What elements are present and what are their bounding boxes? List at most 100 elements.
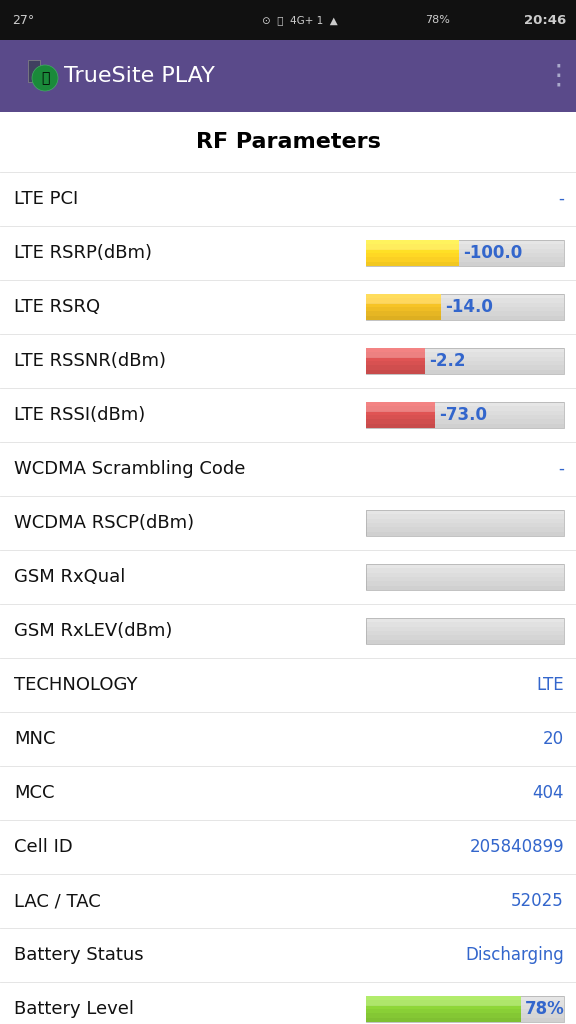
Bar [366, 420, 435, 424]
Bar [366, 996, 521, 1007]
Bar [366, 253, 459, 257]
Text: LTE PCI: LTE PCI [14, 190, 78, 208]
Bar [366, 303, 564, 307]
Bar [366, 631, 564, 635]
Bar [366, 1009, 521, 1014]
Text: TECHNOLOGY: TECHNOLOGY [14, 676, 138, 694]
Bar [366, 996, 564, 1022]
Bar [366, 402, 564, 428]
Bar [366, 531, 564, 536]
Bar [366, 348, 564, 352]
Text: LAC / TAC: LAC / TAC [14, 892, 101, 910]
Bar [366, 424, 435, 428]
Bar [366, 424, 564, 428]
Bar [366, 523, 564, 527]
Text: 78%: 78% [525, 1000, 564, 1018]
Bar [366, 618, 564, 644]
Bar [366, 1000, 564, 1005]
Text: 20:46: 20:46 [524, 13, 566, 27]
Bar [366, 1018, 564, 1022]
Bar [366, 294, 564, 298]
Bar [366, 257, 459, 262]
Bar [366, 240, 459, 245]
Bar [366, 1005, 564, 1009]
Bar [366, 527, 564, 531]
Bar [366, 249, 459, 253]
Text: ⋮: ⋮ [544, 62, 572, 90]
Bar [0, 40, 576, 112]
Text: LTE: LTE [536, 676, 564, 694]
Bar [366, 627, 564, 631]
Bar [366, 348, 425, 352]
Bar [366, 420, 564, 424]
Bar [366, 514, 564, 519]
Text: RF Parameters: RF Parameters [196, 132, 380, 152]
Bar [366, 366, 425, 370]
Bar [366, 262, 459, 266]
Text: -2.2: -2.2 [429, 352, 466, 370]
Circle shape [32, 65, 58, 91]
Text: Battery Status: Battery Status [14, 946, 143, 964]
Bar [366, 311, 441, 315]
Bar [366, 996, 564, 1000]
Text: GSM RxQual: GSM RxQual [14, 568, 126, 586]
Bar [366, 352, 425, 356]
Bar [366, 572, 564, 577]
Text: MNC: MNC [14, 730, 55, 748]
Bar [366, 568, 564, 572]
Text: 205840899: 205840899 [469, 838, 564, 856]
Bar [366, 361, 425, 366]
Bar [366, 407, 564, 411]
Bar [366, 370, 564, 374]
Bar [366, 356, 564, 361]
Text: 27°: 27° [12, 13, 34, 27]
Bar [366, 307, 441, 311]
Text: 404: 404 [532, 784, 564, 802]
Bar [366, 366, 564, 370]
Bar [366, 411, 435, 415]
Bar [366, 415, 564, 420]
Text: 52025: 52025 [511, 892, 564, 910]
Bar [366, 348, 564, 374]
Text: Discharging: Discharging [465, 946, 564, 964]
Bar [366, 245, 564, 249]
Bar [366, 519, 564, 523]
Bar [366, 415, 435, 420]
Text: LTE RSSI(dBm): LTE RSSI(dBm) [14, 406, 145, 424]
Bar [366, 1014, 564, 1018]
Text: -: - [558, 190, 564, 208]
Text: WCDMA Scrambling Code: WCDMA Scrambling Code [14, 460, 245, 478]
Bar [366, 240, 564, 245]
Bar [366, 315, 441, 319]
Bar [366, 407, 435, 411]
Bar [366, 245, 459, 249]
Bar [366, 294, 441, 304]
Bar [366, 1018, 521, 1022]
Text: Battery Level: Battery Level [14, 1000, 134, 1018]
Bar [366, 294, 564, 319]
Bar [366, 240, 564, 266]
Text: LTE RSSNR(dBm): LTE RSSNR(dBm) [14, 352, 166, 370]
Bar [366, 361, 564, 366]
Bar [366, 240, 459, 251]
Bar [366, 402, 435, 407]
Text: -14.0: -14.0 [445, 298, 493, 316]
Bar [366, 294, 441, 298]
Bar [366, 564, 564, 590]
Bar [366, 582, 564, 586]
Text: TrueSite PLAY: TrueSite PLAY [64, 66, 215, 86]
Bar [0, 0, 576, 40]
Bar [366, 1009, 564, 1014]
Bar [366, 352, 564, 356]
Text: Cell ID: Cell ID [14, 838, 73, 856]
Bar [366, 586, 564, 590]
Bar [366, 577, 564, 582]
Text: LTE RSRP(dBm): LTE RSRP(dBm) [14, 244, 152, 262]
Text: -: - [558, 460, 564, 478]
Text: LTE RSRQ: LTE RSRQ [14, 298, 100, 316]
Text: -100.0: -100.0 [463, 244, 522, 262]
Bar [366, 1000, 521, 1005]
Bar [366, 1005, 521, 1009]
Bar [366, 564, 564, 568]
Text: 20: 20 [543, 730, 564, 748]
